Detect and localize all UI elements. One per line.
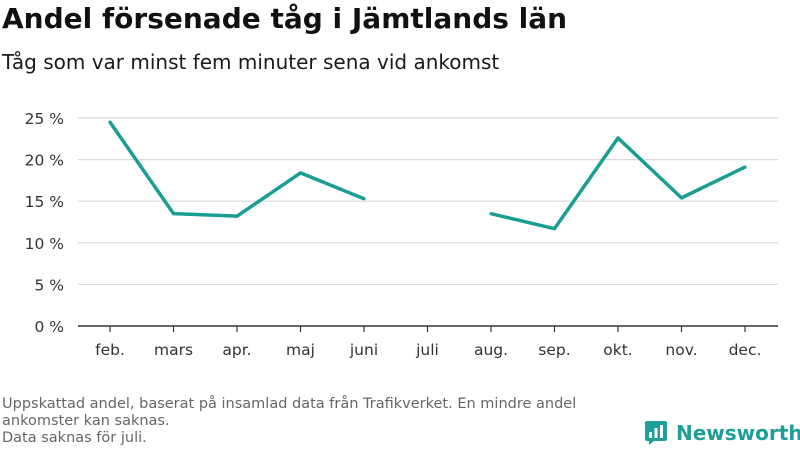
series-line-segment [490, 136, 746, 231]
logo-text: Newsworthy [676, 421, 800, 445]
data-point [108, 120, 112, 124]
x-tick-label: sep. [538, 341, 570, 359]
x-tick-label: nov. [665, 341, 697, 359]
x-tick-label: okt. [603, 341, 632, 359]
y-tick-label: 15 % [25, 193, 64, 211]
x-tick-label: juni [349, 341, 378, 359]
chart-title: Andel försenade tåg i Jämtlands län [2, 2, 568, 35]
footnote-line: Data saknas för juli. [2, 430, 147, 446]
data-point [171, 212, 176, 216]
x-tick-label: dec. [729, 341, 762, 359]
x-tick-label: maj [286, 341, 315, 359]
x-tick-label: aug. [474, 341, 508, 359]
y-tick-label: 0 % [34, 318, 64, 336]
chart-subtitle: Tåg som var minst fem minuter sena vid a… [2, 50, 500, 74]
data-point [679, 196, 684, 200]
footnote-line: Uppskattad andel, baserat på insamlad da… [2, 396, 577, 412]
x-tick-label: juli [415, 341, 439, 359]
newsworthy-logo-icon [645, 421, 667, 445]
data-point [362, 197, 366, 201]
line-chart: 0 % 5 % 10 % 15 % 20 % 25 % feb. mars apr. maj jun… [25, 110, 778, 359]
y-tick-label: 10 % [25, 235, 64, 253]
data-point [743, 165, 747, 169]
y-tick-label: 20 % [25, 152, 64, 170]
footnote-line: ankomster kan saknas. [2, 413, 170, 429]
y-tick-label: 5 % [34, 276, 64, 294]
y-tick-label: 25 % [25, 110, 64, 128]
data-point [298, 171, 303, 175]
footnote: Uppskattad andel, baserat på insamlad da… [2, 396, 642, 447]
data-point [235, 214, 239, 218]
x-tick-label: apr. [222, 341, 251, 359]
newsworthy-logo: Newsworthy [644, 419, 800, 447]
x-tick-label: mars [154, 341, 193, 359]
data-point [489, 212, 493, 216]
series-line-segment [108, 121, 365, 218]
data-point [552, 227, 557, 231]
x-tick-label: feb. [95, 341, 125, 359]
data-point [616, 136, 620, 140]
